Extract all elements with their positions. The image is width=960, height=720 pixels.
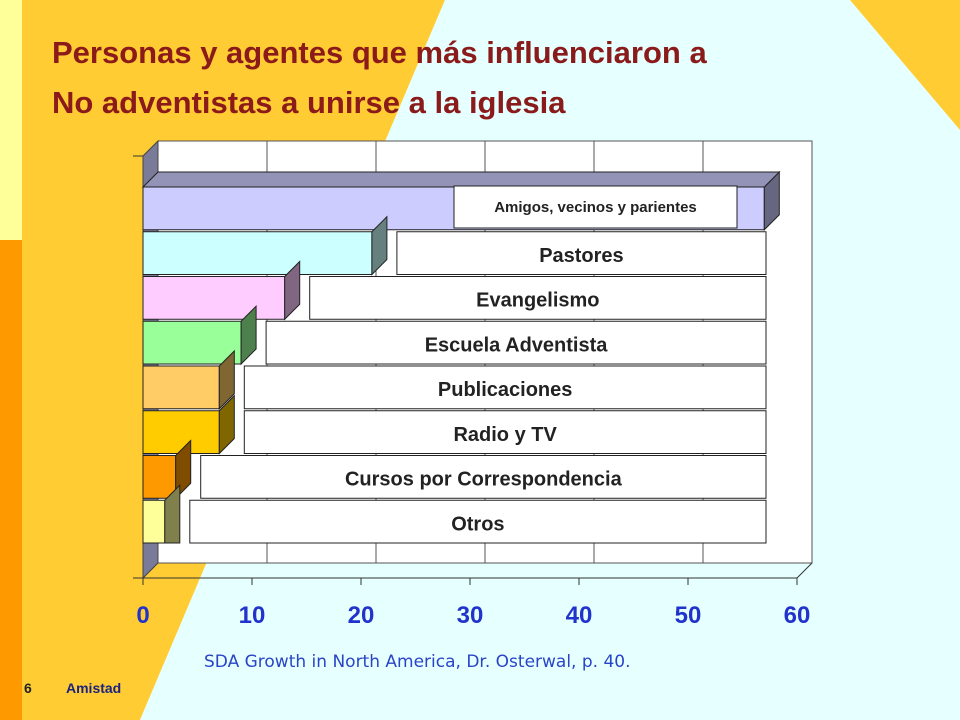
category-box-4 [265,320,767,365]
bar-side-6 [218,394,235,455]
title-line-2: No adventistas a unirse a la iglesia [52,85,566,120]
category-label-6: Radio y TV [453,424,557,446]
category-label-8: Otros [451,513,504,535]
x-tick-label-40: 40 [566,602,593,629]
category-box-5 [243,365,767,410]
slide-number: 6 [24,680,32,696]
bar-2 [142,231,373,275]
bar-7 [142,455,177,499]
category-label-3: Evangelismo [476,290,599,312]
background-yellow-corner [850,0,960,130]
bar-6 [142,410,220,454]
bar-top-1 [141,171,781,188]
bar-side-4 [240,305,257,366]
category-box-8 [189,499,767,544]
x-tick-label-60: 60 [784,602,811,629]
x-axis-depth [796,562,813,579]
category-box-2 [396,231,767,275]
category-box-6 [243,410,767,454]
category-box-7 [200,455,767,499]
footer-label: Amistad [66,680,122,696]
source-citation: SDA Growth in North America, Dr. Osterwa… [204,652,631,672]
bar-8 [142,499,166,544]
category-label-4: Escuela Adventista [425,334,609,356]
bar-4 [142,320,242,365]
bar-5 [142,365,220,410]
bar-side-5 [218,349,235,410]
x-tick-label-20: 20 [348,602,375,629]
x-tick-label-10: 10 [239,602,266,629]
x-tick-label-30: 30 [457,602,484,629]
category-label-2: Pastores [539,245,624,267]
category-label-7: Cursos por Correspondencia [345,469,623,491]
bar-3 [142,276,286,320]
bar-side-3 [284,260,301,321]
slide-title: Personas y agentes que más influenciaron… [52,28,932,128]
title-line-1: Personas y agentes que más influenciaron… [52,35,707,70]
category-box-1 [453,185,738,229]
background-pale-stripe [0,0,22,240]
category-box-3 [309,276,767,320]
x-tick-label-50: 50 [675,602,702,629]
bar-side-2 [371,215,388,276]
x-tick-label-0: 0 [136,602,149,629]
category-label-5: Publicaciones [438,379,573,401]
category-label-1: Amigos, vecinos y parientes [494,199,697,216]
background-orange-stripe [0,240,22,720]
bar-side-8 [164,484,181,544]
bar-side-7 [175,439,192,500]
